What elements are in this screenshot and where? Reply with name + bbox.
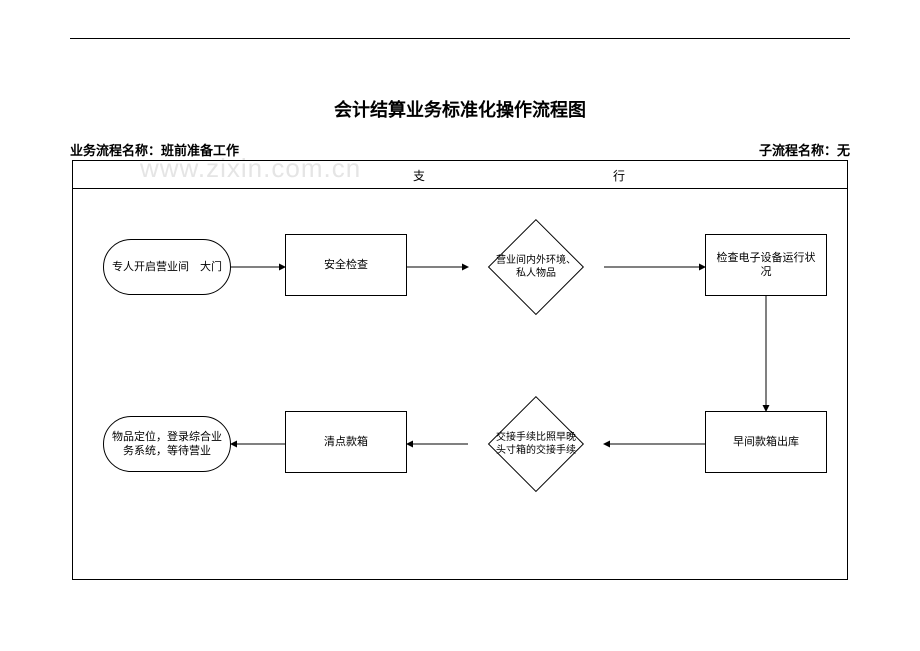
- sub-name-label: 子流程名称：: [759, 143, 837, 158]
- lane-label-zhi: 支: [413, 167, 425, 184]
- node-n6: 交接手续比照早晚头寸箱的交接手续: [488, 396, 584, 492]
- sub-process-name: 子流程名称：无: [759, 140, 850, 159]
- top-rule: [70, 38, 850, 39]
- lane-label-hang: 行: [613, 167, 625, 184]
- node-n1: 专人开启营业间 大门: [103, 239, 231, 295]
- node-n8: 物品定位，登录综合业务系统，等待营业: [103, 416, 231, 472]
- sub-name-value: 无: [837, 143, 850, 158]
- node-n2: 安全检查: [285, 234, 407, 296]
- flowchart-nodes: 专人开启营业间 大门安全检查 营业间内外环境、私人物品 检查电子设备运行状况早间款箱…: [73, 189, 849, 581]
- node-n5: 早间款箱出库: [705, 411, 827, 473]
- node-n7: 清点款箱: [285, 411, 407, 473]
- lane-header: 支 行: [73, 161, 847, 189]
- swimlane-container: 支 行 专人开启营业间 大门安全检查 营业间内外环境、私人物品 检查电子设备运行状况…: [72, 160, 848, 580]
- page-title: 会计结算业务标准化操作流程图: [0, 96, 920, 122]
- node-n4: 检查电子设备运行状况: [705, 234, 827, 296]
- node-n3: 营业间内外环境、私人物品: [488, 219, 584, 315]
